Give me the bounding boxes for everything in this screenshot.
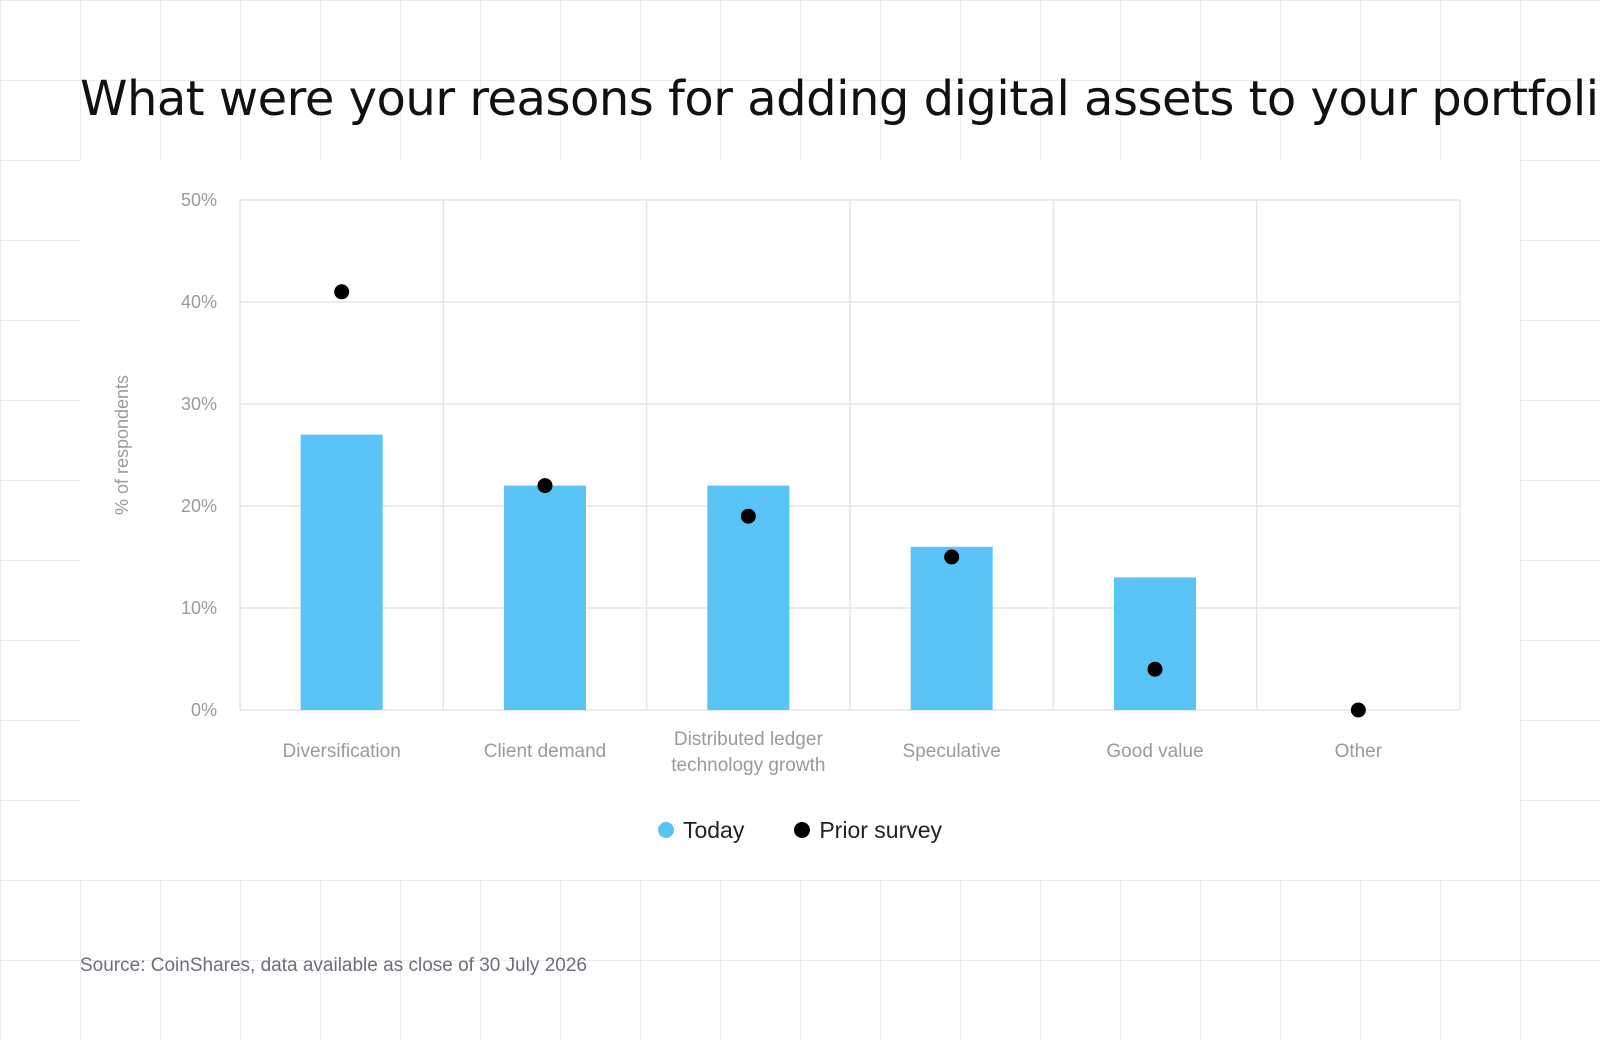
y-tick-label: 10%	[181, 598, 217, 618]
legend-item-today: Today	[657, 816, 745, 844]
x-tick-label: Good value	[1106, 741, 1203, 762]
legend-item-prior-survey: Prior survey	[794, 817, 942, 844]
point-prior-survey	[334, 284, 350, 300]
legend-swatch-prior-survey	[794, 822, 811, 838]
x-tick-label: Other	[1335, 741, 1383, 762]
chart-svg: 0% 10% 20% 30% 40% 50% % of respondents Diversi…	[112, 190, 1461, 776]
source-note: Source: CoinShares, data available as cl…	[80, 955, 587, 976]
chart-title: What were your reasons for adding digita…	[80, 71, 1600, 127]
point-prior-survey	[1350, 702, 1366, 718]
chart-panel: 0% 10% 20% 30% 40% 50% % of respondents Diversi…	[80, 160, 1520, 880]
x-tick-label: Client demand	[484, 741, 607, 762]
y-tick-label: 20%	[181, 496, 217, 516]
y-tick-label: 0%	[191, 700, 217, 720]
legend-swatch-today	[657, 822, 674, 838]
x-tick-label: technology growth	[671, 755, 825, 776]
point-prior-survey	[1147, 661, 1163, 677]
y-axis-label: % of respondents	[112, 375, 132, 515]
x-tick-label: Distributed ledger	[674, 729, 824, 750]
bar-today	[300, 434, 383, 710]
y-tick-label: 40%	[181, 292, 217, 312]
bar-today	[504, 485, 586, 710]
chart-legend: Today Prior survey	[80, 815, 1520, 845]
y-tick-label: 50%	[181, 190, 217, 210]
legend-label-today: Today	[682, 816, 745, 843]
y-tick-label: 30%	[181, 394, 217, 414]
point-prior-survey	[740, 508, 756, 524]
x-tick-label: Speculative	[903, 741, 1001, 762]
bar-today	[1114, 577, 1196, 710]
legend-label-prior-survey: Prior survey	[819, 816, 943, 843]
x-tick-label: Diversification	[283, 741, 401, 762]
point-prior-survey	[537, 478, 553, 494]
bar-today	[910, 546, 993, 710]
point-prior-survey	[944, 549, 960, 565]
